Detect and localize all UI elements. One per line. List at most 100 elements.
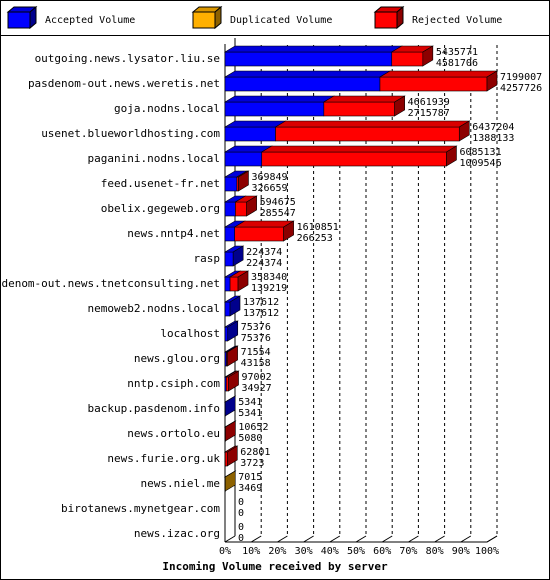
legend-swatch [192, 11, 216, 29]
accepted-label: 34927 [242, 383, 272, 394]
bar-side [238, 170, 249, 192]
bar-side [227, 320, 239, 342]
bar-side [229, 295, 241, 317]
bar-side [394, 95, 405, 117]
total-label: 4661939 [408, 97, 450, 108]
bar-front [224, 301, 231, 317]
bar-front [224, 251, 234, 267]
bar-front [224, 326, 229, 342]
x-tick-label: 50% [347, 546, 365, 557]
y-tick-label: pasdenom-out.news.weretis.net [28, 77, 220, 90]
x-tick [277, 535, 288, 543]
bar-segment [223, 395, 237, 417]
total-label: 358340 [251, 272, 287, 283]
bar-front [224, 176, 238, 192]
legend-label: Rejected Volume [412, 15, 502, 26]
accepted-label: 137612 [243, 308, 279, 319]
bar-segment [233, 220, 295, 242]
y-tick-label: news.glou.org [134, 352, 220, 365]
bar-side [458, 120, 470, 142]
bar-side [232, 245, 244, 267]
y-tick-label: news.ortolo.eu [127, 427, 220, 440]
total-label: 97002 [242, 372, 272, 383]
chart-title: Incoming Volume received by server [162, 560, 388, 573]
total-label: 224374 [246, 247, 282, 258]
accepted-label: 224374 [246, 258, 282, 269]
bar-top [223, 70, 392, 78]
total-label: 6437204 [472, 122, 514, 133]
total-label: 5341 [238, 397, 262, 408]
total-label: 0 [238, 522, 244, 533]
x-tick [329, 535, 341, 543]
axis [225, 535, 498, 543]
accepted-label: 5080 [238, 433, 262, 444]
total-label: 5435771 [436, 47, 478, 58]
accepted-label: 5341 [238, 408, 262, 419]
bar-front [261, 151, 447, 167]
x-tick-label: 0% [219, 546, 231, 557]
bar-front [225, 376, 229, 392]
bar-front [224, 51, 393, 67]
bar-segment [223, 120, 287, 142]
total-label: 7199007 [500, 72, 542, 83]
y-tick-label: localhost [160, 327, 220, 340]
bar-segment [223, 95, 335, 117]
bar-front [229, 276, 239, 292]
total-label: 75376 [241, 322, 271, 333]
bar-segment [225, 370, 240, 392]
accepted-label: 4257726 [500, 83, 542, 94]
bar-segment [225, 345, 239, 367]
y-tick-label: pasdenom-out.news.tnetconsulting.net [0, 277, 220, 290]
x-tick-label: 100% [475, 546, 499, 557]
bar-side [246, 195, 257, 217]
bar-front [224, 76, 381, 92]
bar-side [226, 445, 238, 467]
x-tick-label: 90% [452, 546, 470, 557]
x-tick-label: 40% [321, 546, 339, 557]
legend-swatch-side [29, 5, 37, 30]
x-tick [303, 535, 314, 543]
bar-segment [224, 470, 237, 492]
bar-segment [322, 95, 406, 117]
bar-side [228, 370, 239, 392]
total-label: 0 [238, 497, 244, 508]
y-tick-label: goja.nodns.local [114, 102, 220, 115]
bar-front [224, 201, 236, 217]
bar-segment [223, 295, 242, 317]
x-tick-label: 30% [295, 546, 313, 557]
bar-segment [223, 245, 245, 267]
bar-front [224, 276, 231, 292]
accepted-label: 4581706 [436, 58, 478, 69]
bar-segment [223, 45, 403, 67]
bar-segment [234, 195, 258, 217]
legend-swatch-side [214, 5, 222, 30]
bar-side [422, 45, 434, 67]
accepted-label: 0 [238, 533, 244, 544]
bar-top [274, 120, 471, 128]
bar-front [235, 201, 247, 217]
bar-top [223, 95, 335, 103]
bar-front [224, 151, 263, 167]
x-tick-label: 70% [399, 546, 417, 557]
bar-segment [224, 420, 237, 442]
bar-segment [223, 70, 392, 92]
accepted-label: 0 [238, 508, 244, 519]
accepted-label: 1009546 [459, 158, 501, 169]
total-label: 7015 [238, 472, 262, 483]
bar-segment [228, 270, 250, 292]
legend-swatch [7, 11, 31, 29]
bar-front [379, 76, 488, 92]
bar-front [234, 226, 284, 242]
y-tick-label: nemoweb2.nodns.local [88, 302, 220, 315]
total-label: 71554 [241, 347, 271, 358]
bar-segment [224, 445, 239, 467]
bar-side [224, 470, 236, 492]
bar-side [237, 270, 249, 292]
y-tick-label: news.izac.org [134, 527, 220, 540]
accepted-label: 266253 [297, 233, 333, 244]
bar-segment [378, 70, 499, 92]
bar-segment [223, 320, 239, 342]
bar-top [378, 70, 499, 78]
y-tick-label: feed.usenet-fr.net [101, 177, 220, 190]
